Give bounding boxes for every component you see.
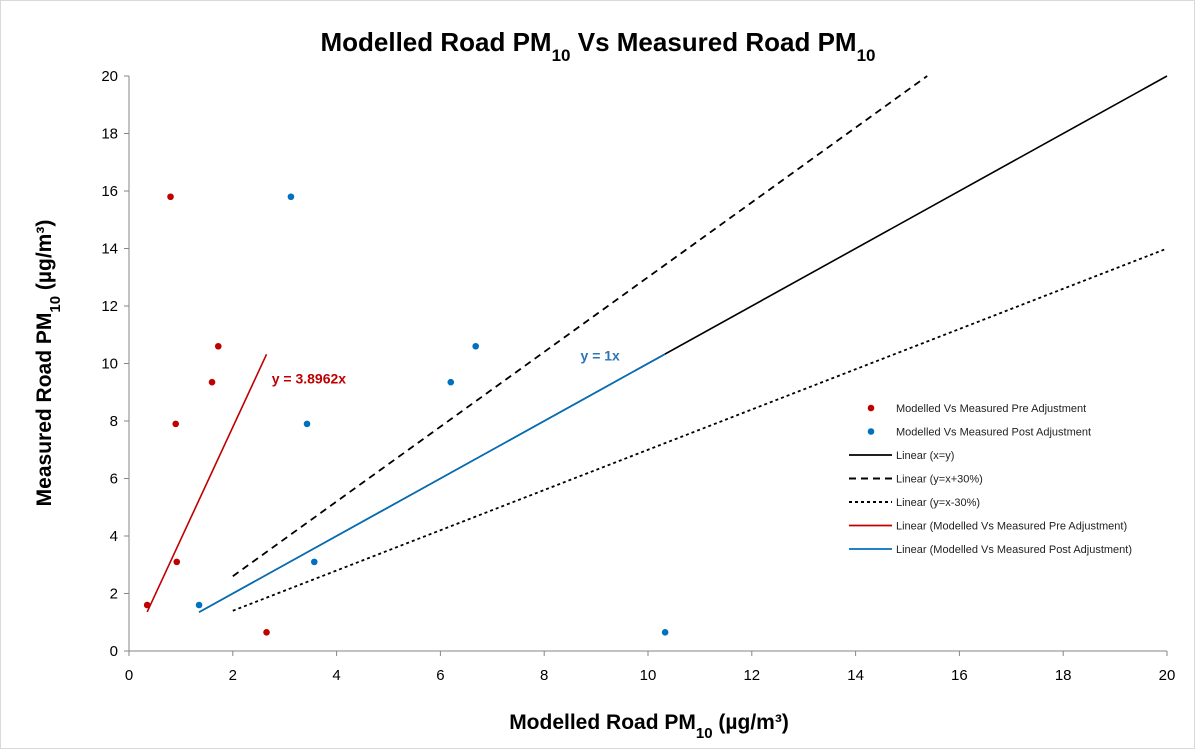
legend-label: Modelled Vs Measured Pre Adjustment [896, 403, 1086, 415]
y-tick-label: 0 [110, 643, 118, 660]
data-point [287, 193, 295, 201]
data-point [195, 601, 203, 609]
x-tick-label: 18 [1055, 667, 1072, 684]
series-line [232, 247, 1168, 612]
trendline-equation-label: y = 1x [581, 348, 621, 364]
y-tick-label: 14 [101, 241, 118, 258]
x-tick-label: 14 [847, 667, 864, 684]
data-point [214, 342, 222, 350]
y-tick-label: 16 [101, 183, 118, 200]
y-tick-label: 2 [110, 586, 118, 603]
series-line [198, 353, 666, 613]
y-tick-label: 8 [110, 413, 118, 430]
legend-label: Linear (x=y) [896, 450, 954, 462]
data-point [167, 193, 174, 201]
y-tick-label: 10 [101, 356, 118, 373]
legend-label: Linear (y=x+30%) [896, 474, 983, 486]
x-tick-label: 4 [332, 667, 340, 684]
legend-marker [867, 428, 875, 435]
x-tick-label: 20 [1159, 667, 1176, 684]
x-tick-label: 16 [951, 667, 968, 684]
data-point [661, 629, 669, 636]
data-point [143, 601, 151, 609]
chart-title: Modelled Road PM10 Vs Measured Road PM10 [320, 27, 875, 65]
y-tick-label: 6 [110, 471, 118, 488]
legend-label: Linear (Modelled Vs Measured Pre Adjustm… [896, 521, 1127, 533]
x-tick-label: 6 [436, 667, 444, 684]
data-point [472, 342, 479, 350]
legend-marker [867, 404, 875, 412]
y-tick-label: 12 [101, 298, 118, 315]
y-tick-label: 4 [110, 528, 118, 545]
x-tick-label: 10 [640, 667, 657, 684]
data-point [303, 420, 311, 428]
data-point [172, 420, 180, 428]
legend-label: Linear (y=x-30%) [896, 497, 980, 509]
plot-area: 0 2 4 6 8 10 12 14 16 18 20 0 2 4 6 8 10 12 14 16 18 20 y = 3.… [101, 68, 1175, 684]
x-tick-label: 0 [125, 667, 133, 684]
data-point [173, 558, 181, 566]
x-axis-title: Modelled Road PM10 (µg/m³) [509, 711, 789, 742]
data-point [310, 558, 318, 566]
y-axis-title: Measured Road PM10 (µg/m³) [33, 220, 64, 507]
y-tick-label: 18 [101, 126, 118, 143]
x-tick-label: 12 [743, 667, 760, 684]
series-line [232, 75, 928, 577]
legend-label: Linear (Modelled Vs Measured Post Adjust… [896, 544, 1132, 556]
data-point [263, 629, 270, 636]
data-point [447, 378, 455, 386]
y-tick-label: 20 [101, 68, 118, 85]
data-point [208, 378, 216, 386]
series-line [146, 353, 268, 613]
chart-legend: Modelled Vs Measured Pre Adjustment Model… [849, 403, 1132, 556]
x-tick-label: 2 [229, 667, 237, 684]
trendline-equation-label: y = 3.8962x [272, 371, 347, 387]
x-tick-label: 8 [540, 667, 548, 684]
legend-label: Modelled Vs Measured Post Adjustment [896, 427, 1091, 439]
